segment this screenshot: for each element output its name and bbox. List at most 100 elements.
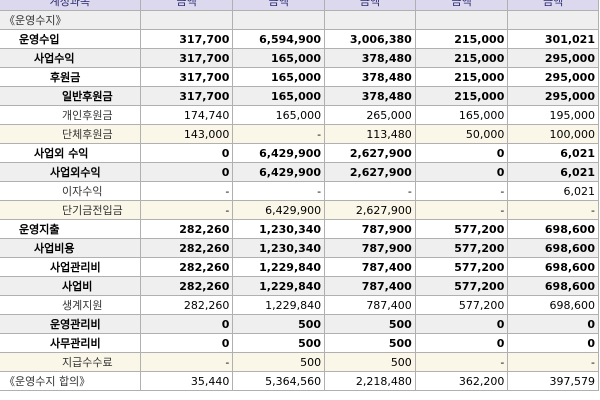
account-label: 운영지출 (0, 219, 141, 239)
amount-cell: - (232, 124, 326, 144)
amount-cell: 787,400 (324, 295, 416, 315)
amount-cell: - (507, 352, 599, 372)
amount-cell: 165,000 (414, 105, 509, 125)
amount-header: 금액 (507, 0, 599, 11)
amount-cell: 2,627,900 (324, 200, 416, 220)
account-label: 사업비용 (0, 238, 141, 258)
amount-cell: 0 (414, 162, 509, 182)
table-row: 후원금 317,700 165,000 378,480 215,000 295,000 (0, 67, 599, 87)
amount-cell: 50,000 (414, 124, 509, 144)
amount-cell: 2,218,480 (324, 371, 416, 391)
amount-cell: 6,429,900 (232, 143, 326, 163)
amount-cell: - (139, 181, 234, 201)
amount-header: 금액 (414, 0, 509, 11)
ledger-body: 《운영수지》 운영수입 317,700 6,594,900 3,006,380 215,0… (0, 10, 599, 391)
account-label: 사업외수익 (0, 162, 141, 182)
amount-cell: - (324, 181, 416, 201)
amount-cell: 282,260 (139, 219, 234, 239)
amount-cell: 6,429,900 (232, 200, 326, 220)
amount-cell: 378,480 (324, 86, 416, 106)
amount-cell: 500 (324, 314, 416, 334)
account-label: 이자수익 (0, 181, 141, 201)
account-label: 운영관리비 (0, 314, 141, 334)
amount-cell: 317,700 (139, 29, 234, 49)
account-label: 지급수수료 (0, 352, 141, 372)
amount-cell: 2,627,900 (324, 162, 416, 182)
amount-cell: 0 (139, 333, 234, 353)
amount-cell: 6,021 (507, 181, 599, 201)
table-row: 지급수수료 -500 500- - (0, 352, 599, 372)
amount-cell (139, 10, 234, 30)
amount-cell (507, 10, 599, 30)
table-row: 사무관리비 0 500 500 0 0 (0, 333, 599, 353)
amount-cell (414, 10, 509, 30)
amount-cell: 174,740 (139, 105, 234, 125)
amount-cell: 0 (414, 333, 509, 353)
amount-cell: 295,000 (507, 48, 599, 68)
table-row: 운영지출 282,260 1,230,340 787,900 577,200 698,60… (0, 219, 599, 239)
amount-cell: 295,000 (507, 67, 599, 87)
amount-cell: 265,000 (324, 105, 416, 125)
amount-cell: 100,000 (507, 124, 599, 144)
table-row: 《운영수지》 (0, 10, 599, 30)
account-label: 사업비 (0, 276, 141, 296)
table-row: 사업외수익 0 6,429,900 2,627,900 0 6,021 (0, 162, 599, 182)
amount-cell: 0 (139, 162, 234, 182)
amount-cell: - (507, 200, 599, 220)
amount-cell: 378,480 (324, 67, 416, 87)
amount-cell: 362,200 (414, 371, 509, 391)
account-label: 생계지원 (0, 295, 141, 315)
table-row: 사업비 282,260 1,229,840 787,400 577,200 698,600 (0, 276, 599, 296)
table-row: 운영관리비 0 500 500 0 0 (0, 314, 599, 334)
amount-cell: 282,260 (139, 276, 234, 296)
account-label: 후원금 (0, 67, 141, 87)
amount-cell: 282,260 (139, 295, 234, 315)
amount-cell: - (232, 181, 326, 201)
amount-cell (324, 10, 416, 30)
amount-cell: 317,700 (139, 67, 234, 87)
amount-cell: 0 (414, 314, 509, 334)
amount-cell: 0 (139, 314, 234, 334)
amount-cell: 1,229,840 (232, 295, 326, 315)
amount-cell: 787,900 (324, 219, 416, 239)
amount-cell: 113,480 (324, 124, 416, 144)
table-row: 사업외 수익 0 6,429,900 2,627,900 0 6,021 (0, 143, 599, 163)
amount-cell: 698,600 (507, 257, 599, 277)
account-label: 사업외 수익 (0, 143, 141, 163)
amount-cell: 143,000 (139, 124, 234, 144)
amount-cell: 282,260 (139, 257, 234, 277)
account-label: 개인후원금 (0, 105, 141, 125)
amount-cell: 317,700 (139, 48, 234, 68)
table-row: 단체후원금 143,000-113,480 50,000 100,000 (0, 124, 599, 144)
amount-cell: 1,229,840 (232, 257, 326, 277)
table-row: 이자수익 - - - -6,021 (0, 181, 599, 201)
table-row: 사업관리비 282,260 1,229,840 787,400 577,200 698,6… (0, 257, 599, 277)
account-label: 단체후원금 (0, 124, 141, 144)
amount-cell: 1,229,840 (232, 276, 326, 296)
amount-header: 금액 (232, 0, 326, 11)
account-label: 사업수익 (0, 48, 141, 68)
amount-cell: 215,000 (414, 67, 509, 87)
amount-cell: 0 (507, 314, 599, 334)
amount-cell: 378,480 (324, 48, 416, 68)
account-label: 단기금전입금 (0, 200, 141, 220)
amount-cell: 295,000 (507, 86, 599, 106)
amount-cell: 165,000 (232, 67, 326, 87)
account-label: 운영수입 (0, 29, 141, 49)
amount-cell: 215,000 (414, 48, 509, 68)
amount-cell: 698,600 (507, 219, 599, 239)
amount-header: 금액 (324, 0, 416, 11)
amount-cell: 5,364,560 (232, 371, 326, 391)
amount-cell: 500 (324, 333, 416, 353)
account-label: 사무관리비 (0, 333, 141, 353)
table-row: 생계지원 282,260 1,229,840 787,400 577,200 698,60… (0, 295, 599, 315)
table-row: 운영수입 317,700 6,594,900 3,006,380 215,000 301,… (0, 29, 599, 49)
amount-cell: 35,440 (139, 371, 234, 391)
header-row: 계정과목 금액 금액 금액 금액 금액 (0, 0, 599, 11)
amount-cell: 787,400 (324, 276, 416, 296)
table-row: 일반후원금 317,700 165,000 378,480 215,000 295,000 (0, 86, 599, 106)
amount-cell: 500 (324, 352, 416, 372)
amount-cell: 577,200 (414, 238, 509, 258)
account-label: 《운영수지 합의》 (0, 371, 141, 391)
amount-cell: 165,000 (232, 86, 326, 106)
